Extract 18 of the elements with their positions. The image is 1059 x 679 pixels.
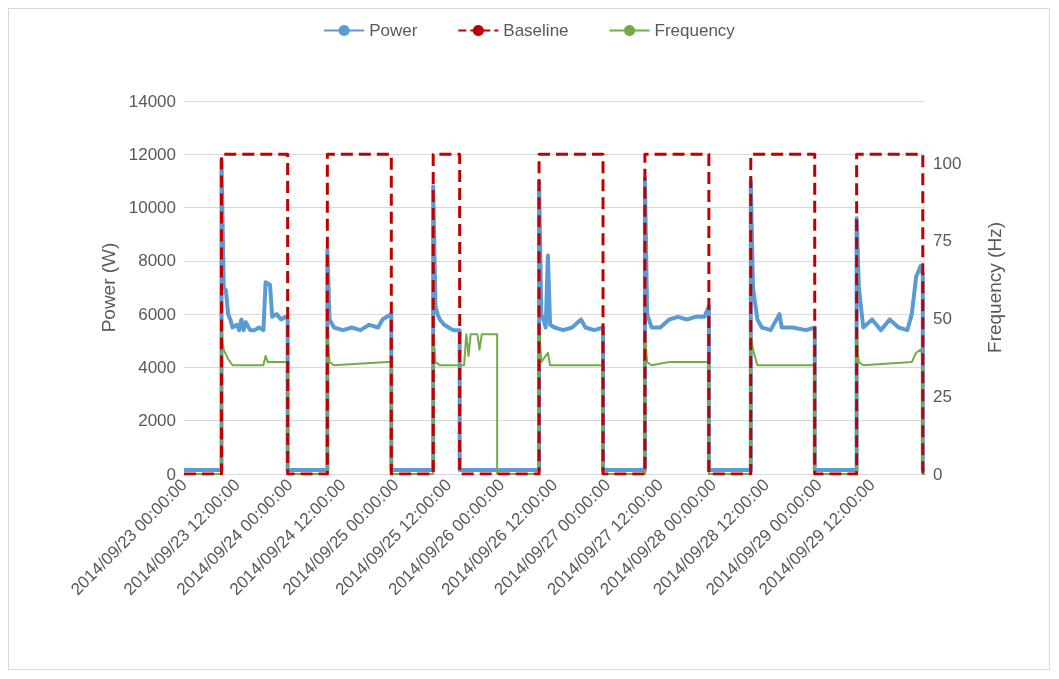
- y2-tick-label: 0: [933, 464, 943, 484]
- legend-label: Baseline: [503, 21, 569, 40]
- y-tick-label: 10000: [128, 198, 176, 218]
- y-tick-label: 12000: [128, 144, 176, 164]
- y-tick-label: 2000: [138, 411, 176, 431]
- y2-tick-label: 100: [933, 153, 962, 173]
- y-tick-label: 6000: [138, 304, 176, 324]
- y2-tick-label: 25: [933, 386, 952, 406]
- y-tick-label: 0: [166, 464, 176, 484]
- y-axis-title: Power (W): [97, 242, 119, 333]
- y-tick-label: 8000: [138, 251, 176, 271]
- y-tick-label: 14000: [128, 91, 176, 111]
- y2-tick-label: 50: [933, 309, 952, 329]
- y-tick-label: 4000: [138, 357, 176, 377]
- legend-label: Power: [369, 21, 418, 40]
- y2-tick-label: 75: [933, 231, 952, 251]
- y2-axis-title: Frequency (Hz): [984, 222, 1005, 353]
- legend-label: Frequency: [654, 21, 736, 40]
